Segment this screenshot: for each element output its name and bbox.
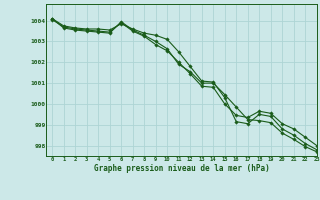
X-axis label: Graphe pression niveau de la mer (hPa): Graphe pression niveau de la mer (hPa) bbox=[94, 164, 269, 173]
